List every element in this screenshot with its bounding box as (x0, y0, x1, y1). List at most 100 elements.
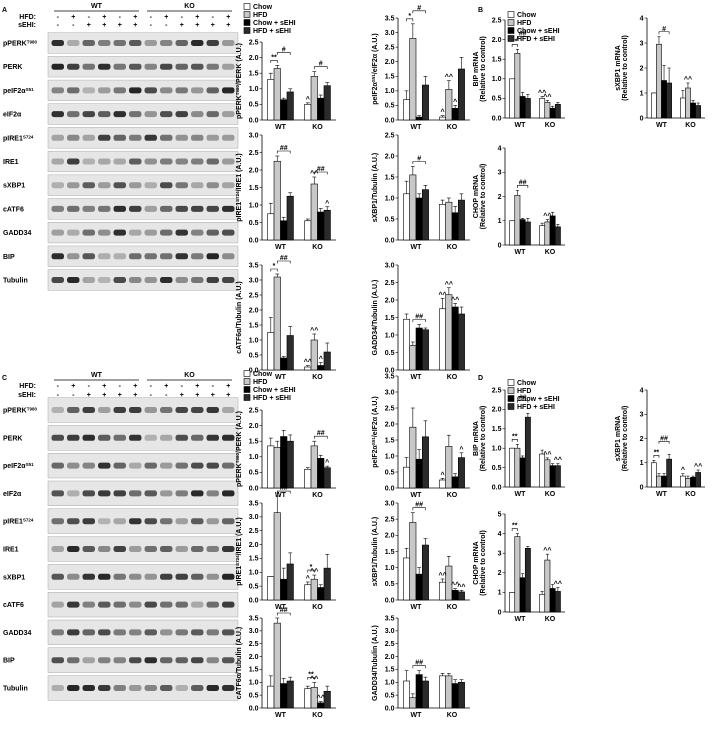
blot-band (67, 490, 80, 497)
treatment-sign: + (71, 383, 75, 390)
blot-band (175, 629, 188, 636)
bar (409, 522, 417, 601)
significance-label: ^^ (543, 212, 551, 220)
blot-band (67, 63, 80, 70)
bar (273, 276, 281, 371)
blot-band (67, 462, 80, 469)
bar (286, 440, 294, 489)
bar (451, 683, 459, 709)
blot-band (82, 518, 95, 525)
y-tick-label: 0.5 (249, 102, 259, 109)
bar (661, 80, 667, 119)
x-tick-label: WT (275, 124, 287, 131)
label-part: Tubulin (3, 686, 28, 693)
significance-label: ** (654, 449, 660, 456)
blot-band (113, 407, 126, 413)
y-axis-title: CHOP mRNA (473, 541, 480, 584)
blot-band (160, 407, 173, 413)
blot-band (129, 434, 142, 441)
blot-band (206, 40, 219, 46)
blot-band (51, 87, 64, 94)
blot-band (206, 573, 219, 580)
bar (519, 577, 526, 613)
bar (280, 99, 288, 121)
blot-band (67, 434, 80, 441)
blot-band (160, 205, 173, 212)
significance-label: ** (512, 38, 518, 45)
protein-label: sXBP1 (3, 183, 25, 190)
blot-band (51, 490, 64, 497)
treatment-sign: + (133, 14, 137, 21)
bar (323, 567, 331, 601)
blot-band (160, 462, 173, 469)
blot-band (113, 629, 126, 636)
blot-band (160, 573, 173, 580)
y-tick-label: 3.5 (385, 373, 395, 380)
x-tick-label: WT (656, 491, 668, 498)
blot-band (222, 253, 235, 260)
blot-band (222, 134, 235, 141)
blot-band (160, 490, 173, 497)
bar (310, 183, 318, 241)
y-tick-label: 0.5 (249, 583, 259, 590)
blot-band (206, 462, 219, 469)
y-tick-label: 0.5 (385, 216, 395, 223)
y-tick-label: 4 (498, 145, 502, 152)
blot-band (222, 63, 235, 70)
blot-band (206, 546, 219, 552)
label-part: eIF2α (3, 112, 22, 119)
blot-band (67, 229, 80, 236)
bar (409, 174, 417, 241)
significance-label: ^^ (310, 327, 318, 335)
significance-bracket (307, 676, 315, 680)
y-tick-label: 0 (640, 484, 644, 491)
y-tick-label: 3.0 (385, 30, 395, 37)
significance-label: ^^ (304, 358, 312, 366)
blot-band (98, 434, 111, 441)
protein-label: cATF6 (3, 602, 24, 609)
treatment-sign: + (226, 22, 230, 29)
y-tick-label: 3.0 (249, 277, 259, 284)
blot-strip (47, 619, 239, 645)
x-tick-label: WT (275, 244, 287, 251)
bar (403, 680, 410, 709)
significance-bracket (517, 399, 529, 403)
y-tick-label: 1.0 (385, 332, 395, 339)
bar (273, 447, 281, 489)
blot-band (113, 546, 126, 552)
x-tick-label: WT (275, 712, 287, 719)
legend-label: Chow + sEHI (253, 387, 296, 394)
blot-band (175, 253, 188, 260)
y-tick-label: 0.5 (385, 692, 395, 699)
bar (445, 446, 453, 489)
bar (304, 688, 312, 709)
y-tick-label: 3.5 (385, 615, 395, 622)
y-tick-label: 1.5 (249, 667, 259, 674)
blot-band (129, 182, 142, 189)
treatment-sign: - (150, 22, 153, 29)
y-tick-label: 3 (498, 551, 502, 558)
bar (439, 479, 446, 489)
y-axis-title: BIP mRNA (473, 52, 480, 87)
label-part: sXBP1 (3, 574, 25, 581)
superscript: S51 (371, 437, 376, 446)
blot-band (129, 657, 142, 664)
significance-bracket (270, 268, 278, 272)
blot-band (206, 657, 219, 664)
bar (286, 91, 294, 121)
bar (317, 702, 325, 709)
label-part: peIF2α (372, 444, 379, 467)
blot-band (191, 63, 204, 70)
blot-band (160, 685, 173, 691)
x-tick-label: WT (411, 244, 423, 251)
treatment-sign: + (164, 14, 168, 21)
y-tick-label: 0.5 (249, 352, 259, 359)
x-tick-label: KO (545, 122, 556, 129)
treatment-sign: - (57, 14, 60, 21)
blot-band (144, 546, 157, 552)
bar (666, 82, 672, 119)
blot-band (175, 63, 188, 70)
blot-band (222, 546, 235, 552)
y-axis-title: CHOP mRNA (473, 175, 480, 218)
y-axis-title: pIRE1S724/IRE1 (A.U.) (235, 153, 244, 221)
